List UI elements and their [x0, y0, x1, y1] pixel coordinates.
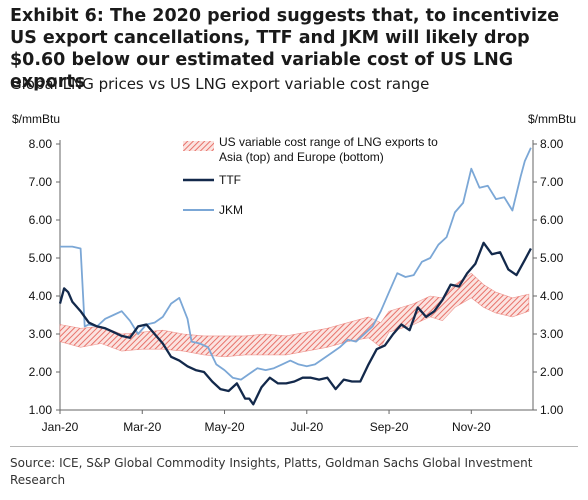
y-tick-label-right: 1.00: [540, 403, 564, 417]
legend-label-band: US variable cost range of LNG exports to…: [219, 135, 438, 164]
x-tick-label: Jul-20: [290, 420, 323, 434]
legend-label-ttf: TTF: [219, 173, 241, 187]
y-tick-label-right: 5.00: [540, 251, 564, 265]
axes-layer: 1.00 1.00 2.00 2.00 3.00 3.00 4.00 4.00 5.00 5.00…: [29, 137, 564, 434]
y-tick-label-right: 3.00: [540, 327, 564, 341]
y-tick-label-left: 8.00: [29, 137, 53, 151]
source-note: Source: ICE, S&P Global Commodity Insigh…: [10, 456, 533, 487]
y-tick-label-left: 1.00: [29, 403, 53, 417]
y-tick-label-left: 5.00: [29, 251, 53, 265]
variable-cost-band-layer: [59, 272, 530, 358]
y-tick-label-right: 7.00: [540, 175, 564, 189]
x-tick-label: Sep-20: [370, 420, 409, 434]
series-line-jkm: [60, 147, 532, 381]
source-divider: [10, 446, 578, 447]
x-tick-label: Mar-20: [123, 420, 161, 434]
y-tick-label-left: 6.00: [29, 213, 53, 227]
series-line-ttf: [58, 241, 532, 406]
series-layer: [58, 147, 532, 406]
y-tick-label-left: 2.00: [29, 365, 53, 379]
y-tick-label-right: 2.00: [540, 365, 564, 379]
x-tick-label: Nov-20: [452, 420, 491, 434]
y-tick-label-right: 6.00: [540, 213, 564, 227]
y-tick-label-left: 7.00: [29, 175, 53, 189]
legend-swatch-band: [183, 141, 214, 151]
chart-subtitle: Global LNG prices vs US LNG export varia…: [10, 75, 430, 93]
chart-title: Exhibit 6: The 2020 period suggests that…: [10, 6, 560, 92]
y-axis-label-left: $/mmBtu: [12, 112, 60, 126]
legend-label-jkm: JKM: [219, 203, 243, 217]
legend: US variable cost range of LNG exports to…: [183, 135, 438, 217]
y-tick-label-right: 4.00: [540, 289, 564, 303]
variable-cost-band: [59, 272, 530, 358]
y-tick-label-left: 4.00: [29, 289, 53, 303]
y-tick-label-left: 3.00: [29, 327, 53, 341]
x-tick-label: Jan-20: [42, 420, 79, 434]
x-tick-label: May-20: [205, 420, 245, 434]
plot-frame: [59, 140, 534, 411]
chart-canvas: 1.00 1.00 2.00 2.00 3.00 3.00 4.00 4.00 5.00 5.00…: [12, 112, 576, 434]
y-tick-label-right: 8.00: [540, 137, 564, 151]
y-axis-label-right: $/mmBtu: [528, 112, 576, 126]
